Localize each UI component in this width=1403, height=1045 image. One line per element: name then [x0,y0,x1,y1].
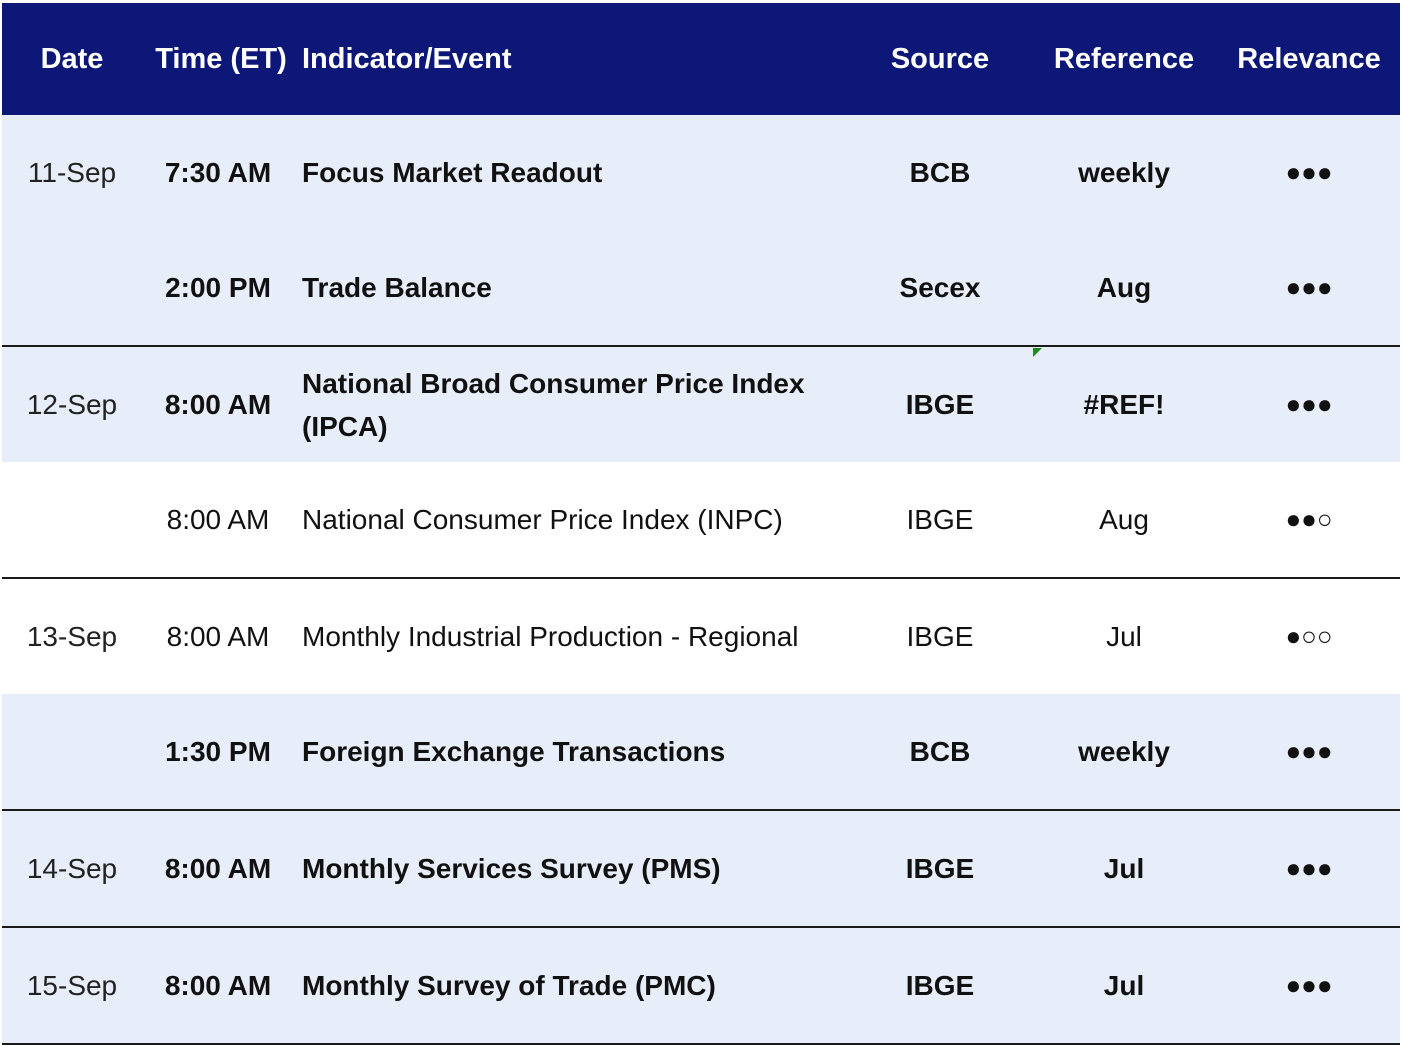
table-row: 1:30 PM Foreign Exchange Transactions BC… [2,694,1400,811]
reference-cell: weekly [1078,735,1170,767]
table-row: 14-Sep 8:00 AM Monthly Services Survey (… [2,811,1400,928]
time-cell: 8:00 AM [166,620,270,652]
relevance-dots: ●●● [1285,970,1333,1000]
source-cell: BCB [909,735,971,767]
table-row: 12-Sep 8:00 AM National Broad Consumer P… [2,347,1400,462]
time-cell: 1:30 PM [165,735,271,767]
reference-cell: Aug [1099,503,1149,535]
indicator-cell: Trade Balance [302,272,492,303]
source-cell: Secex [899,271,981,303]
indicator-cell: Foreign Exchange Transactions [302,736,726,767]
table-row: 11-Sep 7:30 AM Focus Market Readout BCB … [2,115,1400,230]
table-row: 15-Sep 8:00 AM Monthly Survey of Trade (… [2,928,1400,1045]
source-cell: IBGE [906,503,974,535]
relevance-dots: ●●● [1285,157,1333,187]
time-cell: 2:00 PM [165,271,271,303]
header-time: Time (ET) [155,42,287,75]
header-relevance: Relevance [1237,42,1381,75]
relevance-dots: ●●● [1285,736,1333,766]
time-cell: 8:00 AM [166,503,270,535]
date-cell: 13-Sep [26,620,118,652]
source-cell: IBGE [905,852,975,884]
date-cell: 11-Sep [27,156,117,188]
date-cell [2,230,142,345]
reference-cell: Jul [1103,969,1145,1001]
relevance-dots: ●○○ [1285,621,1333,651]
date-cell [2,462,142,577]
time-cell: 8:00 AM [164,969,272,1001]
date-cell: 15-Sep [26,969,118,1001]
header-indicator: Indicator/Event [302,42,512,75]
reference-cell: weekly [1078,156,1170,188]
reference-cell: #REF! [1083,388,1165,420]
relevance-dots: ●●○ [1285,504,1333,534]
reference-cell: Jul [1103,852,1145,884]
relevance-dots: ●●● [1285,389,1333,419]
date-cell: 14-Sep [26,852,118,884]
time-cell: 8:00 AM [164,852,272,884]
indicator-cell: National Broad Consumer Price Index (IPC… [302,367,805,442]
source-cell: IBGE [905,969,975,1001]
relevance-dots: ●●● [1285,272,1333,302]
relevance-dots: ●●● [1285,853,1333,883]
indicator-cell: Focus Market Readout [302,157,603,188]
indicator-cell: Monthly Services Survey (PMS) [302,853,721,884]
date-cell: 12-Sep [26,388,118,420]
header-source: Source [890,42,990,75]
reference-cell: Aug [1096,271,1152,303]
table-row: 2:00 PM Trade Balance Secex Aug ●●● [2,230,1400,347]
header-reference: Reference [1053,42,1195,75]
table-row: 13-Sep 8:00 AM Monthly Industrial Produc… [2,579,1400,694]
indicator-cell: National Consumer Price Index (INPC) [302,504,783,535]
source-cell: BCB [909,156,971,188]
source-cell: IBGE [906,620,974,652]
time-cell: 8:00 AM [164,388,272,420]
header-date: Date [40,42,104,75]
table-row: 8:00 AM National Consumer Price Index (I… [2,462,1400,579]
date-cell [2,694,142,809]
economic-calendar-table: Date Time (ET) Indicator/Event Source Re… [2,3,1400,1045]
source-cell: IBGE [905,388,975,420]
table-header: Date Time (ET) Indicator/Event Source Re… [2,3,1400,115]
time-cell: 7:30 AM [164,156,272,188]
indicator-cell: Monthly Industrial Production - Regional [302,621,799,652]
reference-cell: Jul [1106,620,1142,652]
comment-flag-icon[interactable] [1033,348,1042,357]
indicator-cell: Monthly Survey of Trade (PMC) [302,970,716,1001]
